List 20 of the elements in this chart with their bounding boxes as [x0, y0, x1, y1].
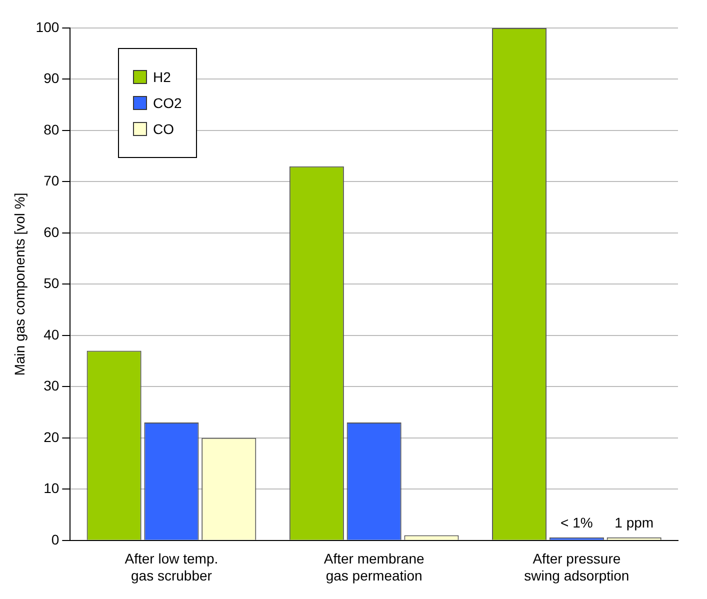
legend-label: H2 [153, 69, 171, 85]
y-tick-label: 40 [44, 326, 60, 342]
annotation: < 1% [560, 514, 593, 530]
y-tick-label: 0 [51, 531, 60, 548]
y-tick-label: 80 [44, 121, 60, 138]
legend-label: CO [153, 121, 174, 137]
y-tick-label: 10 [44, 480, 60, 496]
y-tick-label: 50 [44, 275, 60, 292]
annotation: 1 ppm [614, 514, 654, 530]
x-tick-label: After low temp. gas scrubber [124, 550, 218, 584]
legend-label: CO2 [153, 95, 182, 111]
y-tick-label: 20 [44, 428, 60, 445]
y-tick-label: 30 [44, 378, 60, 394]
y-tick-label: 90 [44, 70, 60, 86]
y-tick-label: 60 [44, 224, 60, 240]
x-tick-label: After pressure swing adsorption [524, 550, 630, 584]
y-tick-label: 70 [44, 172, 60, 189]
y-axis-title: Main gas components [vol %] [11, 192, 28, 376]
x-tick-label: After membrane gas permeation [324, 550, 424, 584]
y-tick-label: 100 [36, 18, 60, 35]
